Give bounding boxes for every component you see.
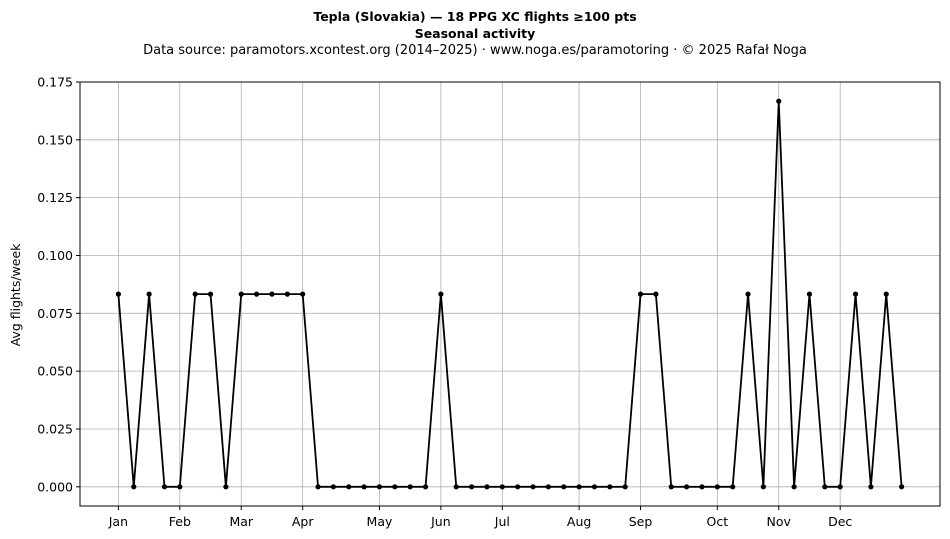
series-line [117, 101, 903, 488]
data-point [791, 484, 797, 490]
data-point [238, 291, 244, 297]
chart-subtitle: Seasonal activity [414, 26, 536, 41]
data-point [469, 484, 475, 490]
x-tick-label: Jan [108, 514, 128, 529]
x-tick-label: Dec [828, 514, 852, 529]
data-point [115, 291, 121, 297]
data-point [868, 484, 874, 490]
y-tick-label: 0.175 [37, 75, 73, 90]
y-tick-label: 0.125 [37, 190, 73, 205]
data-point [684, 484, 690, 490]
x-tick-label: Jun [430, 514, 451, 529]
x-tick-label: Mar [229, 514, 253, 529]
y-tick-label: 0.075 [37, 306, 73, 321]
data-point [576, 484, 582, 490]
y-axis: 0.000 0.025 0.050 0.075 0.100 0.125 0.150 0.175 [37, 75, 80, 494]
data-point [622, 484, 628, 490]
chart-title: Tepla (Slovakia) — 18 PPG XC flights ≥10… [313, 9, 637, 24]
data-point [453, 484, 459, 490]
data-point [561, 484, 567, 490]
data-point [668, 484, 674, 490]
data-point [653, 291, 659, 297]
data-point [315, 484, 321, 490]
data-point [776, 98, 782, 104]
x-axis: Jan Feb Mar Apr May Jun Jul Aug Sep Oct Nov Dec [108, 506, 852, 529]
data-point [422, 484, 429, 490]
data-points [115, 98, 905, 490]
y-tick-label: 0.025 [37, 421, 73, 436]
data-point [131, 484, 137, 490]
data-point [361, 484, 367, 490]
y-tick-label: 0.100 [37, 248, 73, 263]
data-source-note: Data source: paramotors.xcontest.org (20… [143, 43, 807, 58]
x-tick-label: Sep [629, 514, 653, 529]
plot-frame [79, 81, 941, 507]
x-tick-label: Aug [567, 514, 591, 529]
x-tick-label: May [367, 514, 393, 529]
data-point [806, 291, 813, 297]
data-point [207, 291, 214, 297]
data-point [837, 484, 843, 490]
data-point [607, 484, 613, 490]
data-point [852, 291, 859, 297]
data-point [346, 484, 352, 490]
data-point [223, 484, 229, 490]
data-point [699, 484, 705, 490]
y-tick-label: 0.150 [37, 132, 73, 147]
data-point [284, 291, 290, 297]
data-point [392, 484, 398, 490]
y-axis-label: Avg flights/week [8, 243, 23, 347]
data-point [300, 291, 306, 297]
y-tick-label: 0.050 [37, 364, 73, 379]
data-point [899, 484, 905, 490]
data-point [515, 484, 521, 490]
data-point [637, 291, 644, 297]
data-point [254, 291, 260, 297]
data-point [376, 484, 383, 490]
data-point [484, 484, 490, 490]
data-point [177, 484, 183, 490]
data-point [530, 484, 536, 490]
x-tick-label: Apr [292, 514, 314, 529]
x-tick-label: Nov [767, 514, 792, 529]
data-point [161, 484, 168, 490]
x-tick-label: Jul [494, 514, 510, 529]
data-point [438, 291, 444, 297]
data-point [545, 484, 551, 490]
x-tick-label: Feb [169, 514, 191, 529]
data-point [269, 291, 275, 297]
data-point [883, 291, 889, 297]
data-point [330, 484, 336, 490]
data-point [714, 484, 720, 490]
data-point [745, 291, 751, 297]
data-point [407, 484, 413, 490]
data-point [192, 291, 198, 297]
y-tick-label: 0.000 [37, 479, 73, 494]
x-tick-label: Oct [707, 514, 729, 529]
data-point [499, 484, 505, 490]
data-point [146, 291, 152, 297]
data-point [591, 484, 598, 490]
data-point [760, 484, 766, 490]
data-point [730, 484, 736, 490]
data-point [822, 484, 828, 490]
